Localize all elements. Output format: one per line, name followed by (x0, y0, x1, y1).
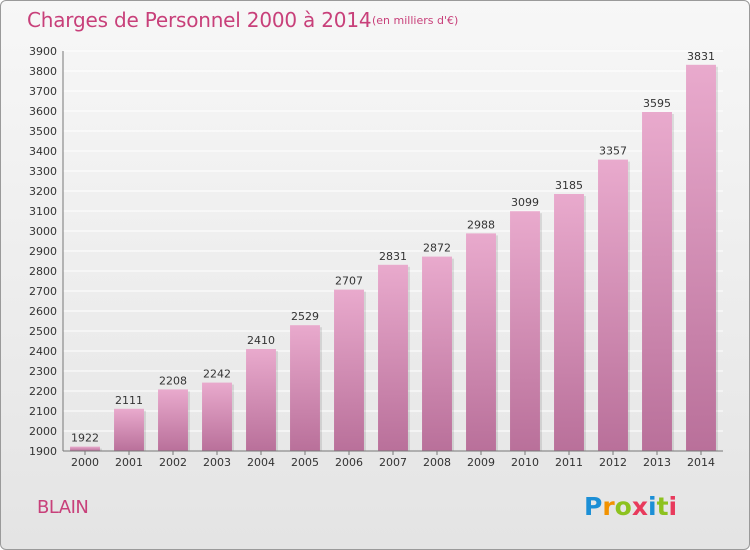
y-tick-label: 3700 (29, 85, 57, 98)
logo-letter: o (614, 492, 632, 521)
y-tick-label: 2300 (29, 365, 57, 378)
chart-subtitle: (en milliers d'€) (372, 14, 459, 27)
chart-title: Charges de Personnel 2000 à 2014 (27, 8, 372, 32)
bar (686, 64, 716, 452)
value-label: 3185 (555, 179, 583, 192)
y-tick-label: 3100 (29, 205, 57, 218)
x-tick-label: 2009 (467, 456, 495, 469)
y-tick-label: 2000 (29, 425, 57, 438)
x-tick-label: 2006 (335, 456, 363, 469)
bar (554, 194, 584, 451)
logo-letter: t (656, 492, 669, 521)
bar (466, 233, 496, 451)
bar (598, 159, 628, 451)
y-tick-label: 1900 (29, 445, 57, 458)
y-tick-label: 3400 (29, 145, 57, 158)
value-label: 2988 (467, 218, 495, 231)
bar (510, 211, 540, 451)
y-tick-label: 2100 (29, 405, 57, 418)
x-tick-label: 2000 (71, 456, 99, 469)
value-label: 2831 (379, 250, 407, 263)
bar (158, 389, 188, 451)
value-label: 2242 (203, 368, 231, 381)
bar (422, 256, 452, 451)
y-tick-label: 3200 (29, 185, 57, 198)
value-label: 2410 (247, 334, 275, 347)
bar (246, 349, 276, 451)
x-tick-label: 2004 (247, 456, 275, 469)
logo-letter: x (631, 492, 648, 521)
bar (642, 112, 672, 451)
y-tick-label: 3800 (29, 65, 57, 78)
x-tick-label: 2001 (115, 456, 143, 469)
value-label: 3099 (511, 196, 539, 209)
y-tick-label: 2600 (29, 305, 57, 318)
y-tick-label: 3600 (29, 105, 57, 118)
value-label: 2872 (423, 242, 451, 255)
y-tick-label: 2800 (29, 265, 57, 278)
x-tick-label: 2005 (291, 456, 319, 469)
value-label: 2111 (115, 394, 143, 407)
value-label: 3595 (643, 97, 671, 110)
y-tick-label: 3500 (29, 125, 57, 138)
logo-letter: i (668, 492, 678, 521)
y-tick-label: 2900 (29, 245, 57, 258)
bar (378, 264, 408, 451)
y-tick-label: 3300 (29, 165, 57, 178)
commune-name: BLAIN (37, 497, 89, 518)
value-label: 3831 (687, 50, 715, 63)
value-label: 2208 (159, 374, 187, 387)
y-tick-label: 2400 (29, 345, 57, 358)
x-tick-label: 2003 (203, 456, 231, 469)
x-tick-label: 2014 (687, 456, 715, 469)
bar (202, 382, 232, 451)
value-label: 2529 (291, 310, 319, 323)
logo-letter: i (648, 492, 657, 521)
proxiti-logo: Proxiti (584, 492, 677, 521)
value-label: 3357 (599, 145, 627, 158)
logo-letter: P (584, 492, 603, 521)
x-tick-label: 2011 (555, 456, 583, 469)
value-label: 1922 (71, 432, 99, 445)
bar (70, 446, 100, 451)
x-tick-label: 2008 (423, 456, 451, 469)
y-tick-label: 3000 (29, 225, 57, 238)
y-tick-label: 3900 (29, 45, 57, 58)
x-tick-label: 2010 (511, 456, 539, 469)
bar (334, 289, 364, 451)
value-label: 2707 (335, 275, 363, 288)
x-tick-label: 2013 (643, 456, 671, 469)
x-tick-label: 2007 (379, 456, 407, 469)
y-tick-label: 2200 (29, 385, 57, 398)
logo-letter: r (602, 492, 615, 521)
bar (114, 408, 144, 451)
y-tick-label: 2500 (29, 325, 57, 338)
x-tick-label: 2012 (599, 456, 627, 469)
bar (290, 325, 320, 451)
y-tick-label: 2700 (29, 285, 57, 298)
x-tick-label: 2002 (159, 456, 187, 469)
